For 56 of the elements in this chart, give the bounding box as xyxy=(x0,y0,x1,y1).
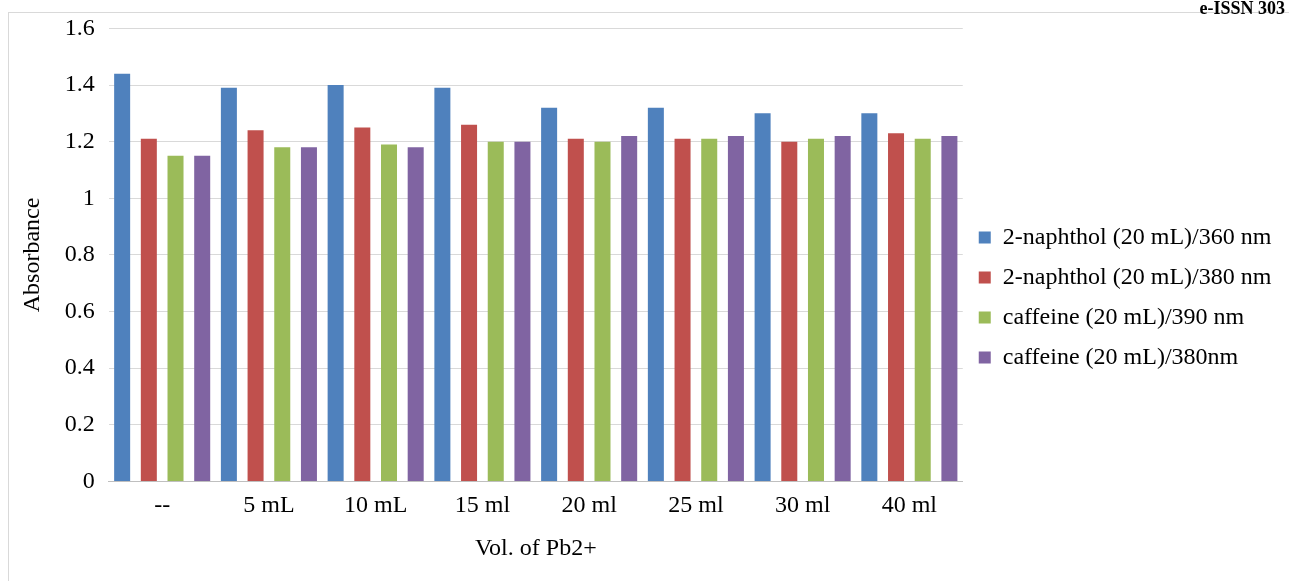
bar xyxy=(888,133,905,481)
bar xyxy=(354,127,371,481)
bar xyxy=(727,135,744,481)
bar xyxy=(434,87,451,481)
bar xyxy=(594,141,611,481)
y-tick-label: 0.8 xyxy=(64,240,95,267)
bar xyxy=(807,138,824,481)
x-tick-label: 30 ml xyxy=(774,491,831,518)
y-tick-label: 0.4 xyxy=(64,353,95,380)
y-tick-label: 1.4 xyxy=(64,70,95,97)
bar xyxy=(487,141,504,481)
x-tick-label: -- xyxy=(154,491,171,518)
bar xyxy=(754,113,771,481)
x-tick-label: 5 mL xyxy=(243,491,295,518)
bar xyxy=(247,130,264,481)
bar xyxy=(781,141,798,481)
y-tick-label: 0.2 xyxy=(64,410,95,437)
bar xyxy=(861,113,878,481)
bar xyxy=(194,155,211,481)
y-axis-title: Absorbance xyxy=(17,197,44,313)
y-tick-label: 1.2 xyxy=(64,126,95,153)
bar xyxy=(327,85,344,481)
bar xyxy=(381,144,398,481)
y-tick-label: 0 xyxy=(82,466,95,493)
bar xyxy=(140,138,157,481)
bar xyxy=(941,135,958,481)
bar xyxy=(220,87,237,481)
x-tick-label: 10 mL xyxy=(344,491,408,518)
x-axis-title: Vol. of Pb2+ xyxy=(474,533,597,560)
legend-label: 2-naphthol (20 mL)/380 nm xyxy=(1002,262,1272,289)
x-tick-label: 20 ml xyxy=(561,491,618,518)
legend-label: 2-naphthol (20 mL)/360 nm xyxy=(1002,222,1272,249)
legend-label: caffeine (20 mL)/380nm xyxy=(1002,342,1239,369)
y-tick-label: 1 xyxy=(82,183,95,210)
bar xyxy=(674,138,691,481)
x-tick-label: 15 ml xyxy=(454,491,511,518)
bar xyxy=(701,138,718,481)
bar xyxy=(300,147,317,481)
bar xyxy=(461,124,478,481)
bar xyxy=(647,107,664,481)
bar xyxy=(567,138,584,481)
x-tick-label: 40 ml xyxy=(881,491,938,518)
legend-label: caffeine (20 mL)/390 nm xyxy=(1002,302,1245,329)
text: e-ISSN 303 xyxy=(1199,0,1285,19)
bar xyxy=(514,141,531,481)
bar xyxy=(407,147,424,481)
x-tick-label: 25 ml xyxy=(668,491,724,518)
bar xyxy=(274,147,291,481)
bar xyxy=(621,135,638,481)
bar xyxy=(167,155,184,481)
bar xyxy=(114,73,131,481)
bar xyxy=(541,107,558,481)
bar xyxy=(914,138,931,481)
y-tick-label: 0.6 xyxy=(64,296,95,323)
bar xyxy=(834,135,851,481)
y-tick-label: 1.6 xyxy=(64,13,95,40)
